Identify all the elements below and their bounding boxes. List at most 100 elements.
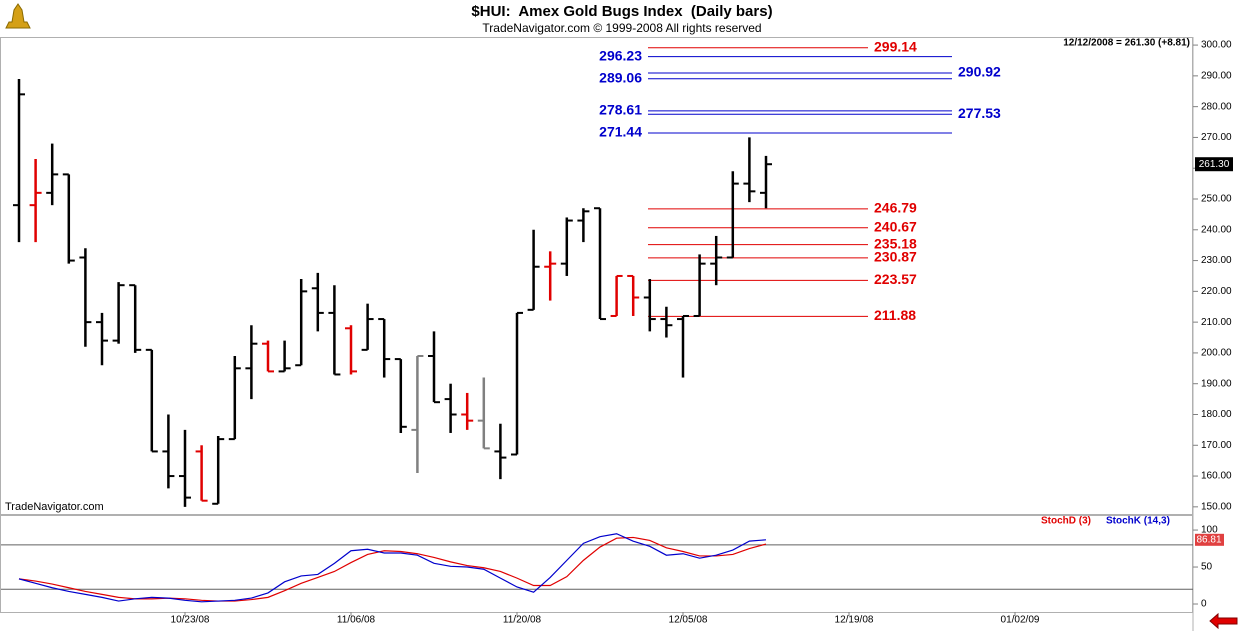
y-tick-label: 100 [1201, 525, 1218, 536]
level-label: 211.88 [874, 307, 916, 323]
x-tick-label: 12/05/08 [669, 615, 708, 626]
ohlc-bar [394, 358, 407, 433]
ohlc-bar [129, 284, 142, 353]
ohlc-bar [544, 251, 557, 301]
y-tick-label: 180.00 [1201, 409, 1232, 420]
ohlc-bar [726, 171, 739, 259]
level-label: 290.92 [958, 64, 1001, 80]
ohlc-bar [13, 78, 25, 243]
ohlc-bar [79, 248, 92, 347]
legend-entry: StochD (3) [1041, 516, 1091, 527]
ohlc-bar [660, 306, 673, 338]
ohlc-bar [378, 318, 391, 378]
app-icon [5, 3, 31, 29]
chart-title: $HUI: Amex Gold Bugs Index (Daily bars) [471, 3, 772, 20]
last-value-box [1195, 533, 1224, 546]
ohlc-bar [461, 392, 474, 430]
stoch-panel [0, 515, 1193, 613]
ohlc-bar [228, 356, 241, 441]
x-tick-label: 10/23/08 [171, 615, 210, 626]
ohlc-bar [62, 173, 75, 264]
y-tick-label: 50 [1201, 562, 1213, 573]
last-value-label: 261.30 [1199, 159, 1230, 170]
level-label: 235.18 [874, 235, 917, 251]
legend-entry: StochK (14,3) [1106, 516, 1170, 527]
level-label: 289.06 [599, 69, 642, 85]
chart-subtitle: TradeNavigator.com © 1999-2008 All right… [482, 21, 761, 35]
ohlc-bar [112, 282, 125, 344]
level-label: 299.14 [874, 38, 917, 54]
ohlc-bar [527, 229, 540, 311]
ohlc-bar [179, 429, 191, 507]
price-panel [0, 37, 1193, 515]
y-tick-label: 300.00 [1201, 40, 1232, 51]
ohlc-bar [411, 355, 424, 473]
last-value-box [1195, 157, 1233, 172]
level-label: 271.44 [599, 124, 642, 140]
ohlc-bar [46, 143, 59, 206]
y-tick-label: 210.00 [1201, 317, 1232, 328]
y-tick-label: 270.00 [1201, 132, 1232, 143]
level-label: 278.61 [599, 102, 642, 118]
ohlc-bar [345, 325, 357, 375]
x-tick-label: 11/06/08 [337, 615, 376, 626]
ohlc-bar [677, 314, 689, 378]
y-tick-label: 200.00 [1201, 348, 1232, 359]
ohlc-bar [760, 155, 772, 209]
ohlc-bar [96, 312, 108, 366]
ohlc-bar [577, 208, 590, 243]
ohlc-bar [710, 235, 723, 286]
ohlc-bar [245, 325, 258, 400]
ohlc-bar [610, 274, 623, 317]
y-tick-label: 220.00 [1201, 286, 1232, 297]
level-label: 240.67 [874, 218, 917, 234]
y-tick-label: 290.00 [1201, 71, 1232, 82]
ohlc-bar [262, 340, 274, 373]
ohlc-bar [295, 279, 308, 367]
y-tick-label: 0 [1201, 599, 1207, 610]
y-tick-label: 160.00 [1201, 471, 1232, 482]
ohlc-bar [311, 272, 324, 332]
ohlc-bar [477, 377, 490, 450]
y-tick-label: 190.00 [1201, 378, 1232, 389]
y-tick-label: 150.00 [1201, 501, 1232, 512]
last-value-label: 86.81 [1196, 534, 1221, 545]
ohlc-bar [693, 254, 706, 317]
ohlc-bar [627, 274, 640, 316]
ohlc-bar [145, 348, 158, 453]
scroll-arrow[interactable] [1209, 612, 1238, 630]
ohlc-bar [428, 331, 440, 404]
ohlc-bar [511, 311, 523, 456]
x-tick-label: 11/20/08 [503, 615, 542, 626]
x-tick-label: 01/02/09 [1001, 615, 1040, 626]
x-tick-label: 12/19/08 [835, 615, 874, 626]
ohlc-bar [444, 383, 457, 433]
y-tick-label: 240.00 [1201, 224, 1232, 235]
ohlc-bar [195, 445, 208, 502]
y-tick-label: 280.00 [1201, 101, 1232, 112]
level-label: 296.23 [599, 47, 642, 63]
ohlc-bar [29, 158, 42, 243]
ohlc-bar [361, 303, 374, 351]
level-label: 230.87 [874, 249, 917, 265]
watermark: TradeNavigator.com [5, 501, 104, 513]
stoch-line [18, 536, 767, 602]
ohlc-bar [743, 137, 756, 203]
ohlc-bar [560, 217, 573, 276]
status-text: 12/12/2008 = 261.30 (+8.81) [1063, 38, 1190, 49]
level-label: 277.53 [958, 105, 1001, 121]
ohlc-bar [594, 207, 606, 321]
ohlc-bar [643, 279, 656, 332]
y-tick-label: 250.00 [1201, 194, 1232, 205]
ohlc-bar [162, 414, 175, 489]
y-tick-label: 170.00 [1201, 440, 1232, 451]
ohlc-bar [494, 423, 507, 480]
ohlc-bar [278, 340, 291, 373]
level-label: 246.79 [874, 200, 917, 216]
ohlc-bar [328, 285, 341, 376]
level-label: 223.57 [874, 271, 917, 287]
y-tick-label: 230.00 [1201, 255, 1232, 266]
ohlc-bar [212, 436, 225, 505]
stoch-line [18, 533, 767, 603]
